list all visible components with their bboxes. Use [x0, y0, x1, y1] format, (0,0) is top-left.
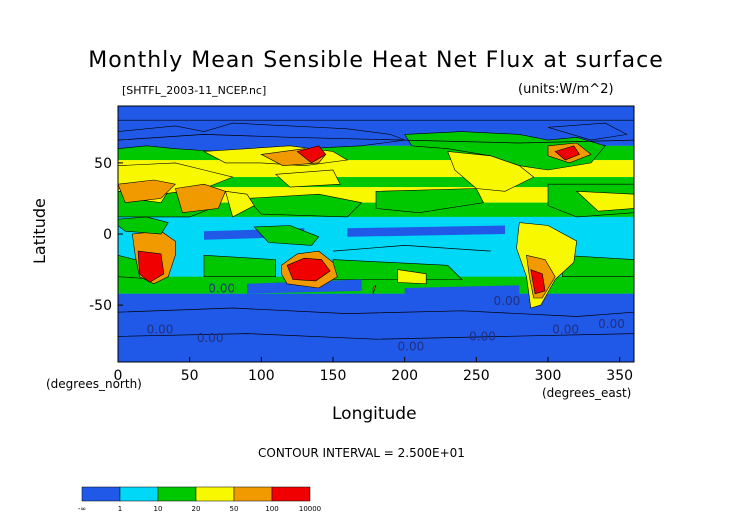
plot-frame	[117, 105, 635, 363]
lat-band	[118, 160, 634, 178]
lat-band	[118, 202, 634, 217]
new-zealand	[372, 284, 377, 294]
ocean-cool	[247, 279, 362, 294]
eurasia-mid	[118, 162, 234, 195]
lat-band	[118, 251, 634, 277]
contour-line	[118, 333, 634, 340]
contour-label: 0.00	[398, 340, 425, 354]
y-tick-label: -50	[89, 298, 112, 314]
siberia	[118, 122, 406, 155]
indonesia	[253, 225, 320, 246]
x-tick-label: 200	[391, 368, 418, 384]
ocean-patch	[375, 188, 484, 214]
chart-title: Monthly Mean Sensible Heat Net Flux at s…	[88, 48, 664, 73]
ocean-patch	[118, 254, 162, 280]
x-tick-label: 150	[320, 368, 347, 384]
sahara-north	[118, 179, 176, 204]
lat-band	[118, 145, 634, 161]
colorbar-label: 1	[117, 505, 123, 513]
contour-label: 0.00	[208, 281, 235, 295]
ocean-base	[118, 106, 634, 362]
colorbar-swatch	[195, 486, 235, 502]
kamchatka-hot	[296, 145, 327, 164]
colorbar-label: 100	[265, 505, 279, 513]
andes-warm	[526, 254, 556, 299]
contour-label: 0.00	[197, 331, 224, 345]
labrador-hot	[554, 145, 580, 161]
colorbar-label: -∞	[77, 505, 87, 513]
ocean-patch	[547, 183, 634, 218]
contour-interval: CONTOUR INTERVAL = 2.500E+01	[258, 446, 465, 460]
contour-line	[118, 134, 634, 144]
ocean-cool	[347, 225, 505, 237]
ocean-patch	[118, 191, 219, 218]
units-label: (units:W/m^2)	[518, 82, 614, 97]
lat-band	[118, 293, 634, 362]
colorbar-swatch	[119, 486, 159, 502]
colorbar-swatch	[81, 486, 121, 502]
ocean-cool	[204, 228, 305, 240]
colorbar-swatch	[233, 486, 273, 502]
contour-line	[332, 245, 491, 252]
y-tick-label: 50	[94, 156, 112, 172]
ocean-patch	[332, 259, 463, 280]
colorbar-swatch	[157, 486, 197, 502]
patagonia-hot	[530, 269, 546, 295]
x-tick-label: 250	[463, 368, 490, 384]
colorbar-label: 50	[229, 505, 239, 513]
africa-central	[118, 216, 169, 235]
x-axis-unit: (degrees_east)	[542, 386, 632, 400]
lat-band	[118, 276, 634, 294]
x-tick-label: 100	[248, 368, 275, 384]
africa-south	[131, 230, 176, 285]
ocean-patch-warm	[274, 169, 341, 188]
ocean-patch	[246, 193, 363, 218]
india	[225, 190, 255, 218]
contour-line	[118, 307, 634, 317]
colorbar-label: 10	[153, 505, 163, 513]
ocean-cool	[404, 285, 520, 300]
y-tick-label: 0	[103, 227, 112, 243]
colorbar-swatch	[271, 486, 311, 502]
ocean-patch	[203, 254, 277, 278]
contour-label: 0.00	[469, 330, 496, 344]
y-axis-unit: (degrees_north)	[46, 377, 142, 391]
x-axis-label: Longitude	[332, 404, 417, 424]
ocean-patch	[561, 254, 634, 278]
greenland	[547, 122, 628, 141]
x-tick-label: 300	[535, 368, 562, 384]
contour-label: 0.00	[598, 317, 625, 331]
central-asia	[202, 145, 349, 167]
ocean-patch-warm	[575, 190, 634, 212]
ocean-patch-warm	[138, 188, 169, 204]
units-text: (units:W/m^2)	[518, 82, 614, 97]
colorbar-label: 20	[191, 505, 201, 513]
x-tick-label: 50	[181, 368, 199, 384]
arctic	[118, 106, 634, 121]
colorbar-label: 10000	[298, 505, 322, 513]
contour-label: 0.00	[552, 323, 579, 337]
contour-label: 0.00	[147, 323, 174, 337]
contour-label: 0.00	[494, 294, 521, 308]
australia	[281, 250, 338, 289]
lat-band	[118, 216, 634, 252]
lat-band	[118, 177, 634, 188]
lat-band	[118, 106, 634, 146]
y-axis-label: Latitude	[30, 198, 49, 264]
ocean-patch-warm	[397, 269, 427, 285]
north-america-north	[404, 131, 606, 171]
greenland-edge	[547, 142, 592, 164]
south-america	[516, 222, 578, 309]
east-asia-warm	[260, 148, 327, 167]
arabia	[174, 183, 226, 214]
lat-band	[118, 187, 634, 203]
north-america-mid	[447, 151, 535, 192]
africa-hot	[137, 250, 165, 283]
x-tick-label: 350	[606, 368, 633, 384]
australia-interior	[286, 257, 331, 282]
dataset-filename: [SHTFL_2003-11_NCEP.nc]	[122, 84, 267, 97]
